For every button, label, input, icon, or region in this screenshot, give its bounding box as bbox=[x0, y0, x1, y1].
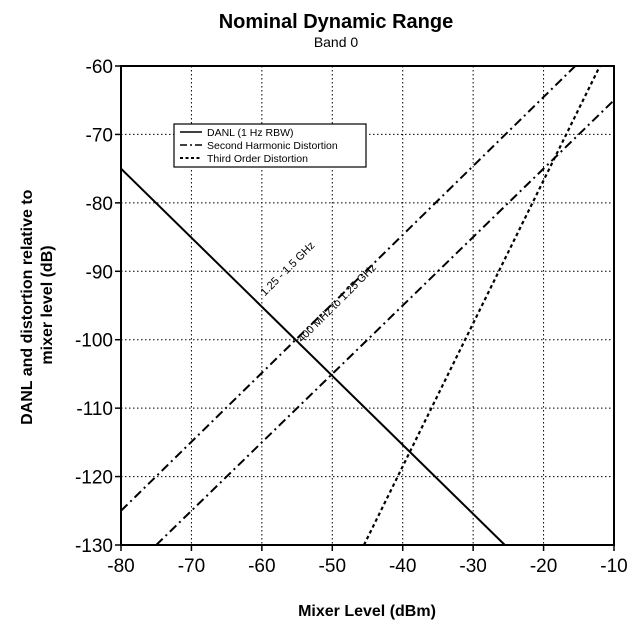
x-tick-label: -50 bbox=[319, 556, 346, 577]
series-line-solid-0 bbox=[120, 167, 506, 546]
y-tick-label: -60 bbox=[86, 57, 113, 78]
annotation-0: 1.25 - 1.5 GHz bbox=[258, 240, 317, 299]
x-tick-label: -30 bbox=[459, 556, 486, 577]
tick-layer: -80 -70 -60 -50 -40 -30 -20 -10 -60 -70 -80 -90 -100… bbox=[75, 57, 628, 577]
x-tick-label: -80 bbox=[107, 556, 134, 577]
y-axis-label: DANL and distortion relative to mixer le… bbox=[19, 185, 56, 425]
x-tick-label: -40 bbox=[389, 556, 416, 577]
x-tick-label: -70 bbox=[178, 556, 205, 577]
legend: DANL (1 Hz RBW) Second Harmonic Distorti… bbox=[173, 123, 367, 168]
y-tick-label: -110 bbox=[76, 399, 113, 420]
y-tick-label: -130 bbox=[75, 536, 113, 557]
x-tick-label: -20 bbox=[530, 556, 557, 577]
y-tick-label: -70 bbox=[86, 125, 113, 146]
y-tick-label: -90 bbox=[86, 262, 113, 283]
y-tick-label: -120 bbox=[75, 468, 113, 489]
x-tick-label: -10 bbox=[600, 556, 627, 577]
series-layer bbox=[120, 65, 615, 546]
annotation-1: 400 MHz to 1.25 GHz bbox=[296, 262, 379, 345]
chart-title: Nominal Dynamic Range bbox=[219, 11, 454, 33]
series-line-dashdot-1 bbox=[120, 65, 576, 512]
legend-label-third-order: Third Order Distortion bbox=[207, 153, 308, 165]
plot-frame bbox=[120, 65, 615, 546]
y-tick-label: -80 bbox=[86, 194, 113, 215]
series-line-dotted-3 bbox=[362, 65, 601, 546]
y-tick-label: -100 bbox=[75, 331, 113, 352]
y-axis-label-line-2: mixer level (dB) bbox=[39, 245, 56, 364]
legend-box bbox=[173, 123, 367, 168]
y-axis-label-line-1: DANL and distortion relative to bbox=[19, 189, 36, 425]
x-axis-label: Mixer Level (dBm) bbox=[298, 603, 436, 620]
x-tick-label: -60 bbox=[248, 556, 275, 577]
chart-subtitle: Band 0 bbox=[314, 34, 359, 50]
legend-label-danl: DANL (1 Hz RBW) bbox=[207, 127, 294, 139]
legend-label-second-harmonic: Second Harmonic Distortion bbox=[207, 140, 338, 152]
